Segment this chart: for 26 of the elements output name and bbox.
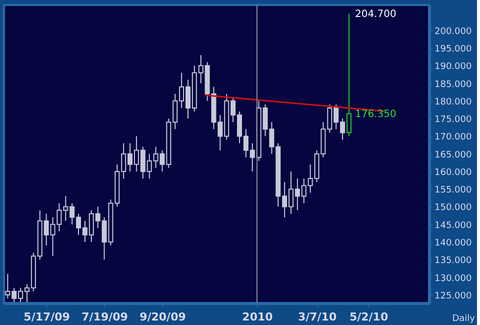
annotation: 176.350 [354,108,396,120]
y-tick-label: 135.000 [434,256,472,266]
y-tick-label: 175.000 [434,115,472,126]
x-tick-label: 9/20/09 [140,310,186,324]
annotation: 204.700 [354,8,396,20]
y-tick-label: 155.000 [434,186,472,196]
y-tick-label: 200.000 [434,26,472,37]
x-tick-label: 2010 [242,310,274,324]
y-tick-label: 180.000 [434,97,472,108]
y-tick-label: 140.000 [434,238,472,248]
y-tick-label: 160.000 [434,168,472,178]
text: Daily [452,314,476,324]
x-tick-label: 5/2/10 [349,310,388,324]
y-tick-label: 185.000 [434,80,472,90]
y-tick-label: 130.000 [434,274,472,284]
x-tick-label: 7/19/09 [82,310,128,324]
y-tick-label: 170.000 [434,132,472,143]
y-tick-label: 145.000 [434,220,472,231]
candlestick [346,13,352,137]
x-tick-label: 3/7/10 [298,310,337,324]
y-tick-label: 150.000 [434,203,472,214]
y-tick-label: 190.000 [434,62,472,72]
x-tick-label: 5/17/09 [24,310,70,324]
y-tick-label: 195.000 [434,44,472,55]
y-tick-label: 165.000 [434,150,472,160]
y-tick-label: 125.000 [434,291,472,302]
